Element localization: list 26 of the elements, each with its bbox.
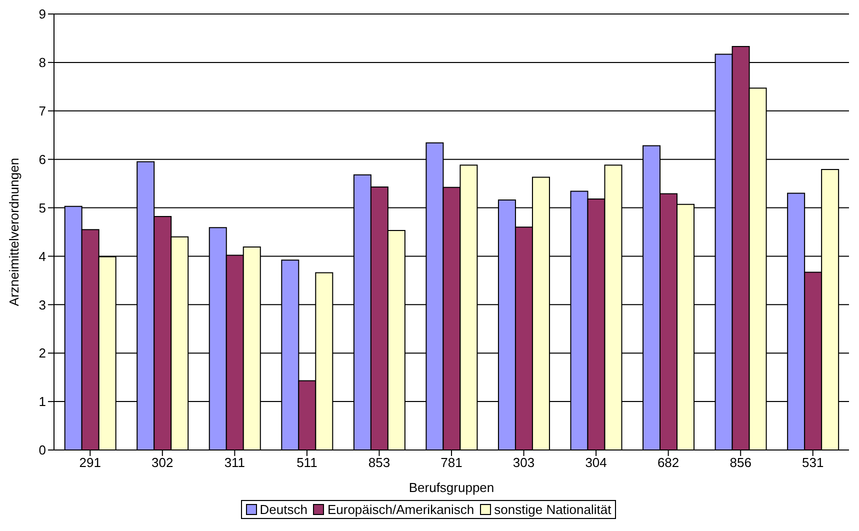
x-tick-label: 781 — [440, 455, 462, 470]
y-tick-label: 4 — [38, 248, 46, 264]
x-tick-label: 531 — [802, 455, 824, 470]
y-tick-label: 2 — [38, 346, 46, 361]
x-tick-label: 311 — [224, 455, 246, 470]
x-tick-label: 853 — [368, 455, 390, 470]
y-axis-title: Arzneimittelverordnungen — [6, 158, 22, 306]
y-tick-label: 7 — [38, 104, 46, 119]
legend-label: sonstige Nationalität — [493, 502, 612, 517]
y-tick-label: 6 — [38, 152, 46, 167]
x-tick-label: 856 — [730, 455, 752, 470]
x-tick-label: 304 — [585, 455, 607, 470]
x-tick-label: 511 — [296, 455, 318, 470]
x-tick-label: 291 — [79, 455, 101, 470]
legend-label: Deutsch — [258, 502, 308, 517]
y-tick-label: 1 — [38, 394, 46, 410]
x-tick-label: 303 — [512, 455, 535, 470]
y-tick-label: 3 — [38, 297, 46, 312]
y-tick-label: 9 — [38, 6, 46, 22]
x-tick-label: 302 — [152, 455, 174, 470]
y-tick-label: 8 — [38, 55, 46, 70]
x-axis-title: Berufsgruppen — [408, 480, 494, 495]
y-tick-label: 5 — [38, 200, 46, 216]
x-tick-label: 682 — [657, 455, 680, 470]
y-tick-label: 0 — [38, 442, 46, 458]
legend-label: Europäisch/Amerikanisch — [326, 502, 474, 517]
